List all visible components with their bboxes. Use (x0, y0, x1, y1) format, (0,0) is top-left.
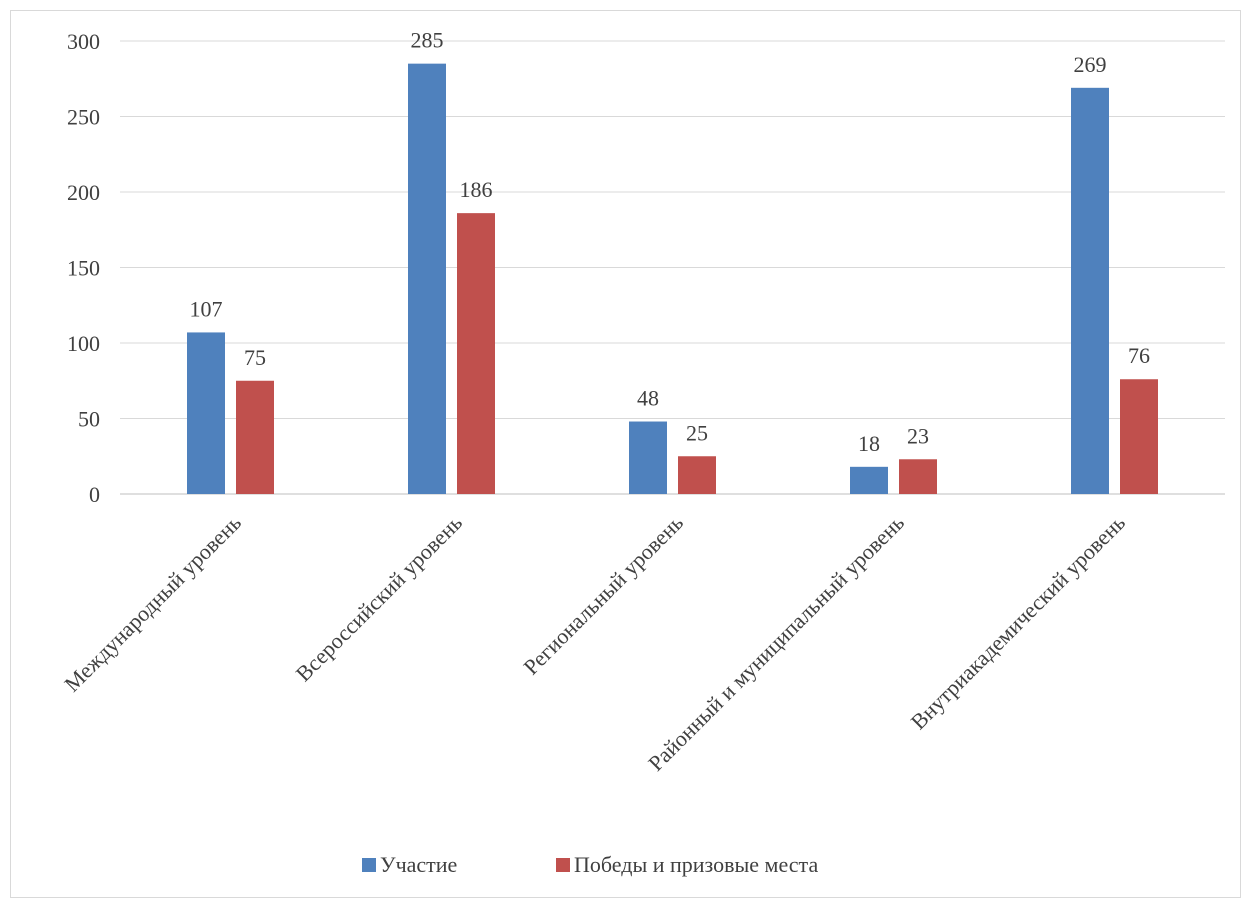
bar (187, 332, 225, 494)
legend-label: Победы и призовые места (574, 852, 818, 877)
x-category-label: Районный и муниципальный уровень (643, 510, 909, 776)
y-tick-label: 250 (67, 105, 100, 130)
gridlines (120, 40, 1225, 495)
data-label: 75 (244, 345, 266, 370)
bars (187, 63, 1158, 495)
data-label: 269 (1074, 52, 1107, 77)
data-label: 285 (411, 28, 444, 53)
bar (850, 466, 888, 494)
bar (629, 421, 667, 494)
bar (678, 456, 716, 494)
y-tick-label: 300 (67, 29, 100, 54)
x-category-label: Всероссийский уровень (291, 510, 467, 686)
bar (1120, 379, 1158, 494)
y-tick-label: 200 (67, 180, 100, 205)
y-tick-label: 100 (67, 331, 100, 356)
data-label: 18 (858, 431, 880, 456)
bar (899, 459, 937, 494)
y-tick-label: 150 (67, 256, 100, 281)
data-label: 48 (637, 386, 659, 411)
data-label: 25 (686, 420, 708, 445)
data-labels: 107 75 285 186 48 25 18 23 269 76 (190, 28, 1151, 456)
legend: Участие Победы и призовые места (362, 852, 818, 877)
y-axis-tick-labels: 0 50 100 150 200 250 300 (67, 29, 100, 507)
data-label: 186 (460, 177, 493, 202)
bar (457, 213, 495, 494)
bar (408, 63, 446, 495)
x-category-label: Внутриакадемический уровень (906, 510, 1130, 734)
data-label: 23 (907, 423, 929, 448)
data-label: 107 (190, 296, 223, 321)
y-tick-label: 50 (78, 407, 100, 432)
bar (236, 380, 274, 494)
legend-label: Участие (380, 852, 457, 877)
y-tick-label: 0 (89, 482, 100, 507)
x-category-label: Региональный уровень (518, 510, 688, 680)
data-label: 76 (1128, 343, 1150, 368)
x-category-label: Международный уровень (59, 510, 246, 697)
legend-swatch (362, 858, 376, 872)
legend-swatch (556, 858, 570, 872)
x-axis-category-labels: Международный уровень Всероссийский урове… (59, 510, 1130, 776)
bar (1071, 87, 1109, 494)
